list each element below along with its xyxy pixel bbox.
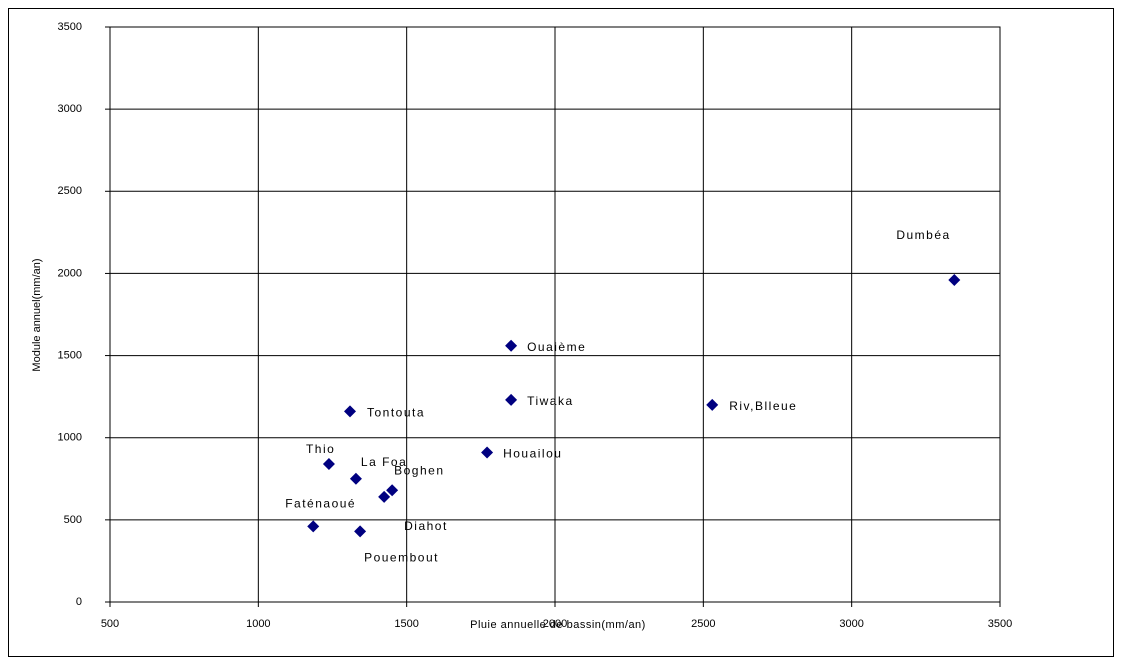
point-label: Pouembout xyxy=(364,551,439,565)
point-label: Tontouta xyxy=(367,406,425,420)
point-label: Faténaoué xyxy=(285,497,356,511)
point xyxy=(706,398,719,411)
point xyxy=(505,393,518,406)
point-label: Diahot xyxy=(404,519,448,533)
x-tick-label: 3000 xyxy=(839,618,863,630)
point xyxy=(378,490,391,503)
x-tick-label: 3500 xyxy=(988,618,1012,630)
point-label: La Foa xyxy=(361,455,407,469)
point xyxy=(322,458,335,470)
point xyxy=(349,472,362,485)
point xyxy=(344,405,357,418)
y-tick-label: 2000 xyxy=(58,267,82,279)
y-tick-label: 500 xyxy=(64,514,82,526)
point-label: Thio xyxy=(306,442,335,456)
x-tick-label: 2500 xyxy=(691,618,715,630)
point xyxy=(386,484,399,497)
point-label: Ouaième xyxy=(527,340,586,354)
point xyxy=(307,520,320,533)
point xyxy=(481,446,494,459)
x-tick-label: 500 xyxy=(101,618,119,630)
y-tick-label: 3500 xyxy=(58,21,82,33)
point-label: Houailou xyxy=(503,447,562,461)
point-label: Boghen xyxy=(394,463,444,477)
point xyxy=(948,274,961,286)
x-tick-label: 1500 xyxy=(394,618,418,630)
y-tick-label: 1000 xyxy=(58,432,82,444)
y-tick-label: 0 xyxy=(76,596,82,608)
point xyxy=(354,525,367,538)
y-tick-label: 3000 xyxy=(58,103,82,115)
x-axis-label: Pluie annuelle de bassin(mm/an) xyxy=(470,619,646,631)
point xyxy=(505,339,518,352)
y-axis-label: Module annuel(mm/an) xyxy=(31,258,43,371)
y-tick-label: 2500 xyxy=(58,185,82,197)
point-label: Tiwaka xyxy=(527,394,574,408)
x-tick-label: 2000 xyxy=(543,618,567,630)
y-tick-label: 1500 xyxy=(58,349,82,361)
point-label: Dumbéa xyxy=(896,228,950,242)
point-label: Riv,Blleue xyxy=(729,399,797,413)
x-tick-label: 1000 xyxy=(246,618,270,630)
